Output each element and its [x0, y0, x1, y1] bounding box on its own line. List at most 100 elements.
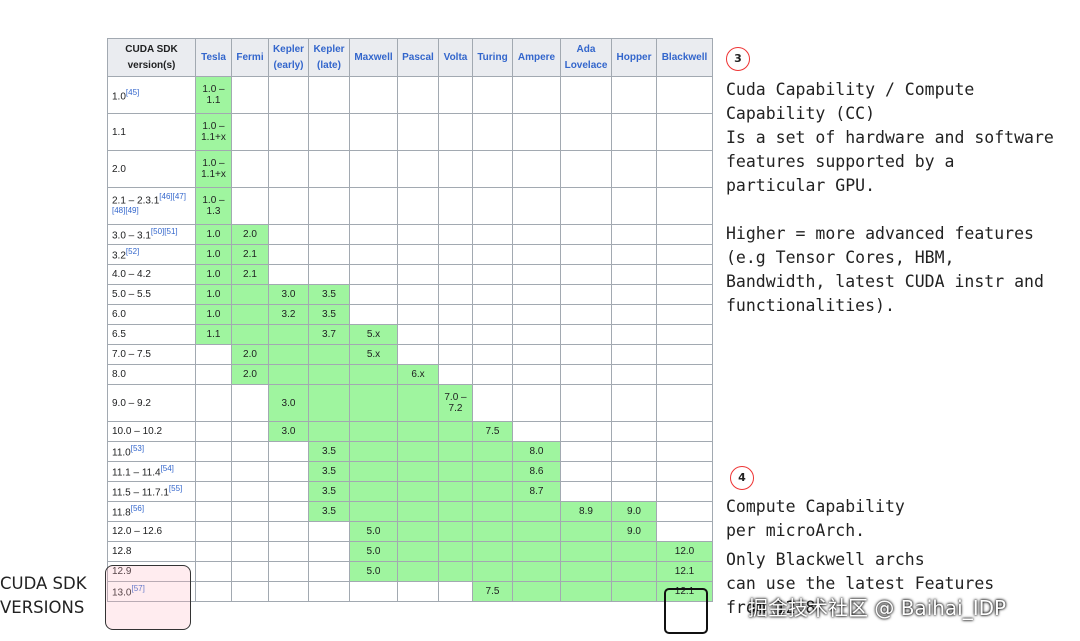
row: 6.5 1.1 3.7 5.x [107, 324, 713, 345]
cc-cell [397, 284, 439, 305]
cc-cell [656, 264, 713, 285]
header-cell: Kepler (early) [268, 38, 309, 77]
cc-cell [231, 461, 269, 482]
cc-cell [231, 384, 269, 422]
watermark: 掘金技术社区 @ Baihai_IDP [748, 596, 1007, 620]
cc-cell [308, 421, 350, 442]
cc-cell: 12.1 [656, 561, 713, 582]
cc-cell: 1.0 – 1.1 [195, 76, 232, 114]
cc-cell [512, 561, 561, 582]
cc-cell: 3.5 [308, 481, 350, 502]
cc-cell [231, 76, 269, 114]
cc-cell [195, 421, 232, 442]
version: 12.9 [112, 566, 132, 577]
cc-cell [308, 344, 350, 365]
cc-cell [472, 244, 513, 265]
cc-cell [560, 521, 612, 542]
cc-cell: 8.9 [560, 501, 612, 522]
cc-cell [472, 150, 513, 188]
cc-cell [611, 481, 657, 502]
version-cell: 3.2[52] [107, 244, 196, 265]
cc-cell [349, 501, 398, 522]
cc-cell: 3.5 [308, 284, 350, 305]
cc-cell [472, 76, 513, 114]
cc-cell [611, 224, 657, 245]
row: 1.0[45] 1.0 – 1.1 [107, 76, 713, 114]
cc-cell [560, 150, 612, 188]
cc-cell [268, 441, 309, 462]
cc-cell [195, 581, 232, 602]
header-cell: Kepler (late) [308, 38, 350, 77]
cc-cell [438, 441, 473, 462]
cc-cell [268, 224, 309, 245]
ref: [55] [168, 484, 183, 494]
cc-cell: 2.0 [231, 364, 269, 385]
cc-cell [268, 364, 309, 385]
cc-cell [195, 481, 232, 502]
row: 3.2[52] 1.0 2.1 [107, 244, 713, 265]
cc-cell [656, 150, 713, 188]
cc-cell [611, 461, 657, 482]
note-line: Cuda Capability / Compute [726, 80, 975, 99]
cc-cell: 3.7 [308, 324, 350, 345]
blackwell-highlight [664, 588, 708, 634]
cc-cell: 1.0 – 1.1+x [195, 150, 232, 188]
version-cell: 12.8 [107, 541, 196, 562]
cc-cell [472, 521, 513, 542]
cc-cell [611, 76, 657, 114]
cc-cell [611, 113, 657, 151]
cc-cell [397, 150, 439, 188]
ref: [54] [160, 464, 174, 474]
version-cell: 11.1 – 11.4[54] [107, 461, 196, 482]
cc-cell [308, 264, 350, 285]
cc-cell [349, 224, 398, 245]
cc-cell [611, 344, 657, 365]
note-line: features supported by a [726, 152, 955, 171]
cc-cell [397, 224, 439, 245]
version-cell: 3.0 – 3.1[50][51] [107, 224, 196, 245]
cc-cell [195, 364, 232, 385]
cc-cell: 7.0 – 7.2 [438, 384, 473, 422]
cc-cell [560, 264, 612, 285]
cc-cell [560, 481, 612, 502]
cc-cell [472, 384, 513, 422]
cc-cell [231, 187, 269, 225]
cc-cell: 3.5 [308, 501, 350, 522]
cc-cell: 7.5 [472, 421, 513, 442]
cuda-table: CUDA SDK version(s) Tesla Fermi Kepler (ear… [107, 38, 713, 602]
version: 12.8 [112, 546, 132, 557]
cc-cell [472, 264, 513, 285]
cc-cell [397, 384, 439, 422]
cc-cell [472, 304, 513, 325]
cc-cell [438, 501, 473, 522]
cc-cell [512, 150, 561, 188]
version: 5.0 – 5.5 [112, 289, 151, 300]
cc-cell [656, 244, 713, 265]
note-line: Only Blackwell archs [726, 550, 925, 569]
note-line: (e.g Tensor Cores, HBM, [726, 248, 955, 267]
note: Compute Capability per microArch. [726, 495, 905, 543]
cc-cell [397, 76, 439, 114]
cc-cell [611, 150, 657, 188]
cc-cell [397, 344, 439, 365]
cc-cell [397, 324, 439, 345]
cc-cell [268, 561, 309, 582]
cc-cell [231, 441, 269, 462]
row: 9.0 – 9.2 3.0 7.0 – 7.2 [107, 384, 713, 422]
cc-cell [231, 304, 269, 325]
cc-cell [308, 364, 350, 385]
cc-cell [349, 461, 398, 482]
cc-cell [656, 441, 713, 462]
cc-cell [438, 344, 473, 365]
cc-cell [349, 244, 398, 265]
cc-cell [349, 481, 398, 502]
cc-cell [560, 113, 612, 151]
cc-cell [195, 344, 232, 365]
cc-cell [438, 481, 473, 502]
cc-cell [611, 244, 657, 265]
cc-cell [308, 384, 350, 422]
cc-cell [438, 324, 473, 345]
left-label: CUDA SDK VERSIONS [0, 572, 87, 620]
cc-cell [268, 541, 309, 562]
cc-cell [308, 150, 350, 188]
